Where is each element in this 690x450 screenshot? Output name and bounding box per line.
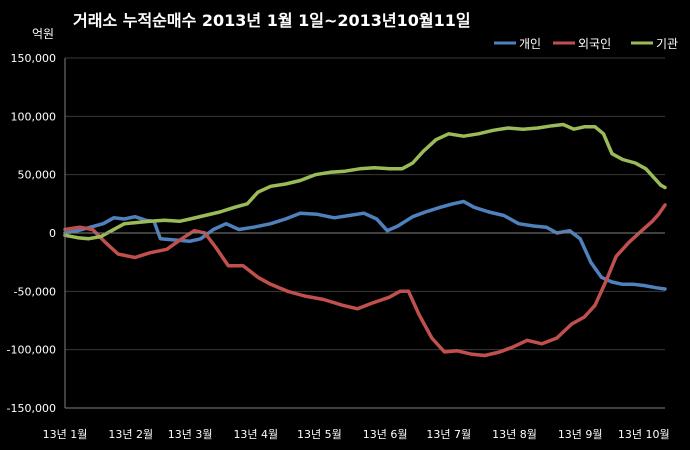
x-tick-label: 13년 4월 bbox=[233, 428, 278, 441]
legend-label: 개인 bbox=[519, 37, 541, 51]
x-tick-label: 13년 2월 bbox=[108, 428, 153, 441]
gridlines bbox=[65, 57, 665, 351]
chart-title: 거래소 누적순매수 2013년 1월 1일~2013년10월11일 bbox=[73, 11, 471, 30]
y-tick-label: 150,000 bbox=[11, 52, 57, 65]
x-tick-label: 13년 10월 bbox=[618, 428, 670, 441]
series-line bbox=[63, 203, 667, 358]
y-tick-label: -50,000 bbox=[14, 285, 56, 298]
y-tick-label: 100,000 bbox=[11, 110, 57, 123]
legend-label: 외국인 bbox=[578, 37, 611, 51]
legend-label: 기관 bbox=[656, 37, 678, 51]
y-tick-label: 50,000 bbox=[18, 169, 57, 182]
x-tick-labels: 13년 1월 13년 2월 13년 3월 13년 4월 13년 5월 13년 6월 13년 … bbox=[43, 428, 670, 441]
x-tick-label: 13년 3월 bbox=[168, 428, 213, 441]
x-tick-label: 13년 8월 bbox=[492, 428, 537, 441]
x-tick-label: 13년 7월 bbox=[426, 428, 471, 441]
legend: 개인 외국인 기관 bbox=[494, 37, 678, 51]
x-tick-label: 13년 1월 bbox=[43, 428, 88, 441]
y-tick-label: 0 bbox=[49, 227, 56, 240]
x-tick-label: 13년 5월 bbox=[297, 428, 342, 441]
x-tick-label: 13년 9월 bbox=[558, 428, 603, 441]
series-lines bbox=[63, 122, 667, 358]
axes bbox=[64, 58, 665, 409]
y-tick-label: -100,000 bbox=[7, 344, 56, 357]
x-tick-label: 13년 6월 bbox=[363, 428, 408, 441]
series-line bbox=[63, 122, 667, 241]
y-tick-labels: -150,000 -100,000 -50,000 0 50,000 100,000 150… bbox=[7, 52, 56, 415]
y-tick-label: -150,000 bbox=[7, 402, 56, 415]
y-unit-label: 억원 bbox=[32, 27, 54, 41]
